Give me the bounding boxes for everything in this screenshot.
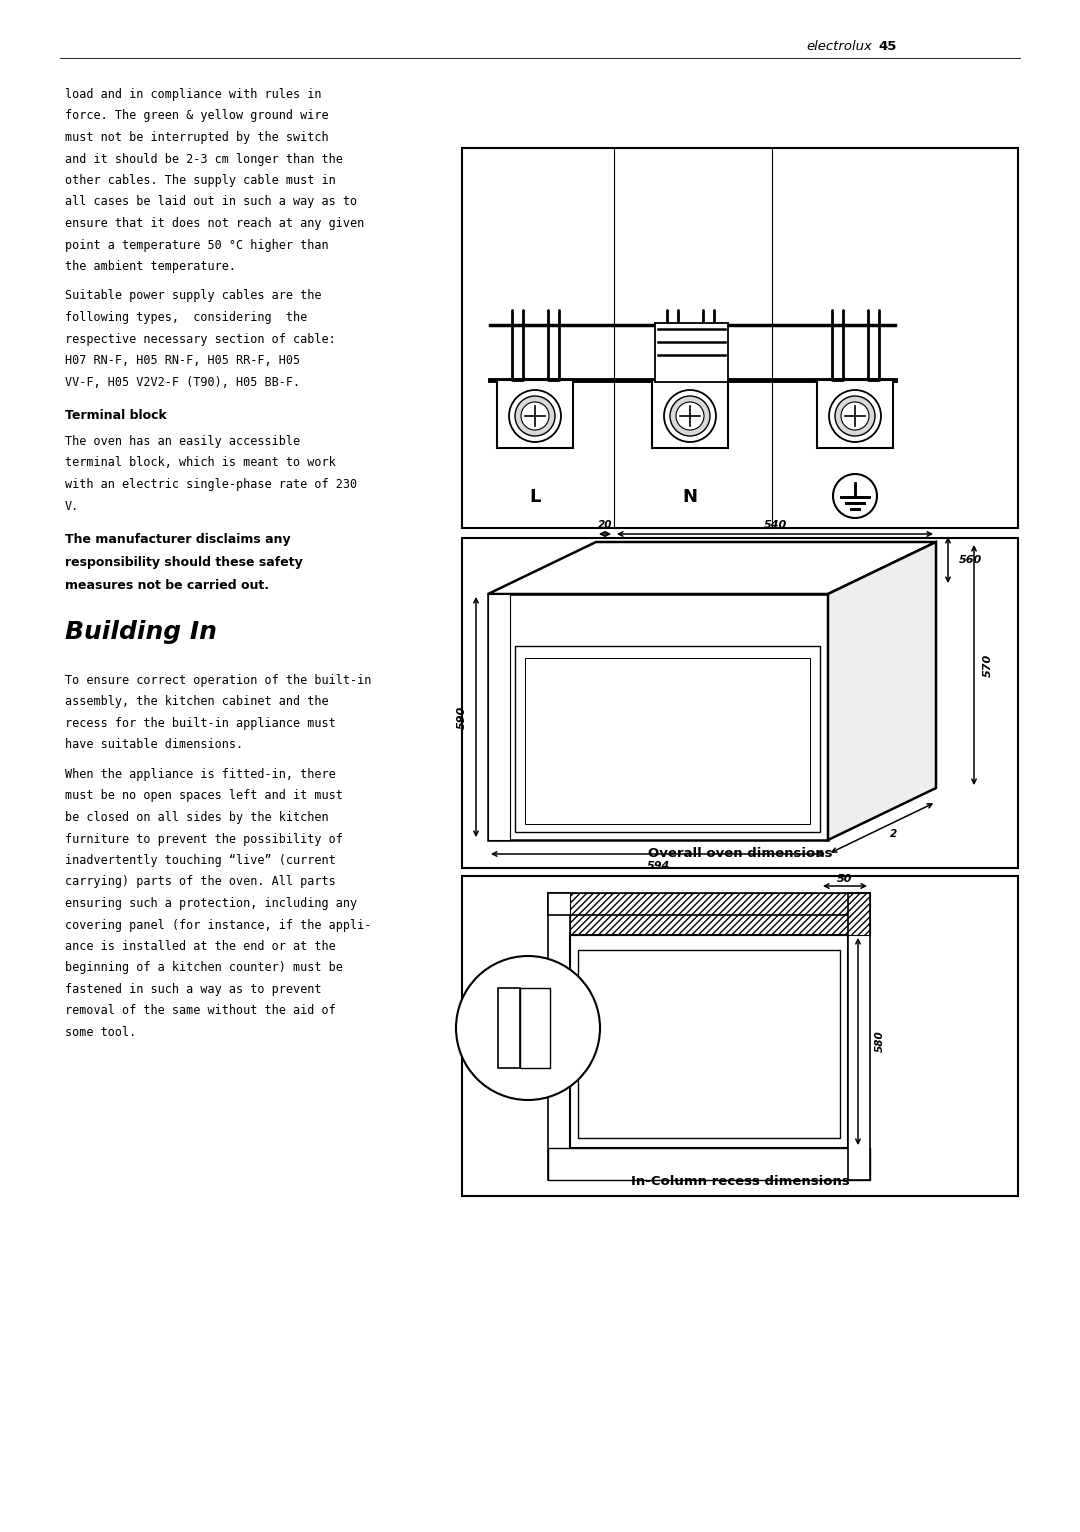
Circle shape bbox=[456, 956, 600, 1100]
Text: point a temperature 50 °C higher than: point a temperature 50 °C higher than bbox=[65, 239, 328, 251]
Text: 570: 570 bbox=[983, 653, 993, 677]
Text: The manufacturer disclaims any: The manufacturer disclaims any bbox=[65, 533, 291, 545]
Circle shape bbox=[833, 473, 877, 518]
Text: following types,  considering  the: following types, considering the bbox=[65, 311, 307, 323]
Bar bbox=[525, 659, 810, 824]
Polygon shape bbox=[828, 542, 936, 840]
Circle shape bbox=[515, 395, 555, 437]
Text: Overall oven dimensions: Overall oven dimensions bbox=[648, 847, 833, 859]
Text: respective necessary section of cable:: respective necessary section of cable: bbox=[65, 332, 336, 346]
Text: beginning of a kitchen counter) must be: beginning of a kitchen counter) must be bbox=[65, 962, 342, 974]
Circle shape bbox=[521, 401, 549, 430]
Polygon shape bbox=[488, 542, 936, 594]
Text: assembly, the kitchen cabinet and the: assembly, the kitchen cabinet and the bbox=[65, 696, 328, 708]
Text: ance is installed at the end or at the: ance is installed at the end or at the bbox=[65, 941, 336, 953]
Circle shape bbox=[664, 391, 716, 443]
Bar bbox=[498, 988, 519, 1068]
Bar bbox=[488, 594, 828, 840]
Text: 50: 50 bbox=[837, 873, 853, 884]
Text: 580: 580 bbox=[875, 1031, 885, 1052]
Bar bbox=[462, 149, 1018, 529]
Text: removal of the same without the aid of: removal of the same without the aid of bbox=[65, 1005, 336, 1017]
Text: furniture to prevent the possibility of: furniture to prevent the possibility of bbox=[65, 832, 342, 846]
Bar bbox=[497, 380, 573, 447]
Text: recess for the built-in appliance must: recess for the built-in appliance must bbox=[65, 717, 336, 731]
Circle shape bbox=[841, 401, 869, 430]
Bar bbox=[816, 380, 893, 447]
Bar bbox=[462, 876, 1018, 1196]
Text: must be no open spaces left and it must: must be no open spaces left and it must bbox=[65, 789, 342, 803]
Text: H07 RN-F, H05 RN-F, H05 RR-F, H05: H07 RN-F, H05 RN-F, H05 RR-F, H05 bbox=[65, 354, 300, 368]
Bar bbox=[848, 893, 870, 1180]
Text: 2: 2 bbox=[890, 829, 897, 840]
Bar bbox=[548, 893, 570, 1180]
Text: Building In: Building In bbox=[65, 620, 217, 643]
Text: carrying) parts of the oven. All parts: carrying) parts of the oven. All parts bbox=[65, 875, 336, 889]
Bar bbox=[488, 594, 510, 840]
Text: 20: 20 bbox=[597, 519, 612, 530]
Bar bbox=[570, 893, 870, 935]
Text: 560÷570: 560÷570 bbox=[816, 1023, 827, 1075]
Bar bbox=[519, 988, 550, 1068]
Text: 590: 590 bbox=[457, 705, 467, 729]
Bar bbox=[570, 935, 848, 1147]
Text: and it should be 2-3 cm longer than the: and it should be 2-3 cm longer than the bbox=[65, 153, 342, 165]
Text: inadvertently touching “live” (current: inadvertently touching “live” (current bbox=[65, 853, 336, 867]
Text: load and in compliance with rules in: load and in compliance with rules in bbox=[65, 87, 322, 101]
Text: In-Column recess dimensions: In-Column recess dimensions bbox=[631, 1175, 849, 1187]
Text: 540: 540 bbox=[764, 519, 786, 530]
Text: some tool.: some tool. bbox=[65, 1026, 136, 1039]
Text: measures not be carried out.: measures not be carried out. bbox=[65, 579, 269, 591]
Text: all cases be laid out in such a way as to: all cases be laid out in such a way as t… bbox=[65, 196, 357, 208]
Bar bbox=[652, 380, 728, 447]
Text: have suitable dimensions.: have suitable dimensions. bbox=[65, 738, 243, 752]
Text: N: N bbox=[683, 489, 698, 506]
Text: the ambient temperature.: the ambient temperature. bbox=[65, 260, 237, 273]
Text: 550 MIN: 550 MIN bbox=[795, 956, 805, 1003]
Text: fastened in such a way as to prevent: fastened in such a way as to prevent bbox=[65, 984, 322, 996]
Bar bbox=[548, 893, 870, 915]
Text: force. The green & yellow ground wire: force. The green & yellow ground wire bbox=[65, 109, 328, 123]
Text: ensure that it does not reach at any given: ensure that it does not reach at any giv… bbox=[65, 218, 364, 230]
Text: The oven has an easily accessible: The oven has an easily accessible bbox=[65, 435, 300, 447]
Text: electrolux: electrolux bbox=[806, 40, 872, 52]
Text: When the appliance is fitted-in, there: When the appliance is fitted-in, there bbox=[65, 768, 336, 781]
Text: covering panel (for instance, if the appli-: covering panel (for instance, if the app… bbox=[65, 919, 372, 931]
Text: Suitable power supply cables are the: Suitable power supply cables are the bbox=[65, 290, 322, 302]
Text: Terminal block: Terminal block bbox=[65, 409, 166, 421]
Text: responsibility should these safety: responsibility should these safety bbox=[65, 556, 302, 568]
Circle shape bbox=[829, 391, 881, 443]
Text: To ensure correct operation of the built-in: To ensure correct operation of the built… bbox=[65, 674, 372, 686]
Text: 45: 45 bbox=[878, 40, 896, 52]
Text: must not be interrupted by the switch: must not be interrupted by the switch bbox=[65, 132, 328, 144]
Text: with an electric single-phase rate of 230: with an electric single-phase rate of 23… bbox=[65, 478, 357, 490]
Text: ensuring such a protection, including any: ensuring such a protection, including an… bbox=[65, 898, 357, 910]
Text: other cables. The supply cable must in: other cables. The supply cable must in bbox=[65, 175, 336, 187]
Text: VV-F, H05 V2V2-F (T90), H05 BB-F.: VV-F, H05 V2V2-F (T90), H05 BB-F. bbox=[65, 375, 300, 389]
Circle shape bbox=[509, 391, 561, 443]
Text: be closed on all sides by the kitchen: be closed on all sides by the kitchen bbox=[65, 810, 328, 824]
Text: 594: 594 bbox=[646, 861, 670, 872]
Bar bbox=[548, 1147, 870, 1180]
Bar bbox=[515, 647, 820, 832]
Text: V.: V. bbox=[65, 499, 79, 513]
Text: L: L bbox=[529, 489, 541, 506]
Bar bbox=[462, 538, 1018, 869]
Bar bbox=[654, 323, 728, 381]
Text: 560: 560 bbox=[958, 555, 982, 565]
Bar bbox=[578, 950, 840, 1138]
Circle shape bbox=[676, 401, 704, 430]
Text: terminal block, which is meant to work: terminal block, which is meant to work bbox=[65, 457, 336, 469]
Circle shape bbox=[670, 395, 710, 437]
Circle shape bbox=[835, 395, 875, 437]
